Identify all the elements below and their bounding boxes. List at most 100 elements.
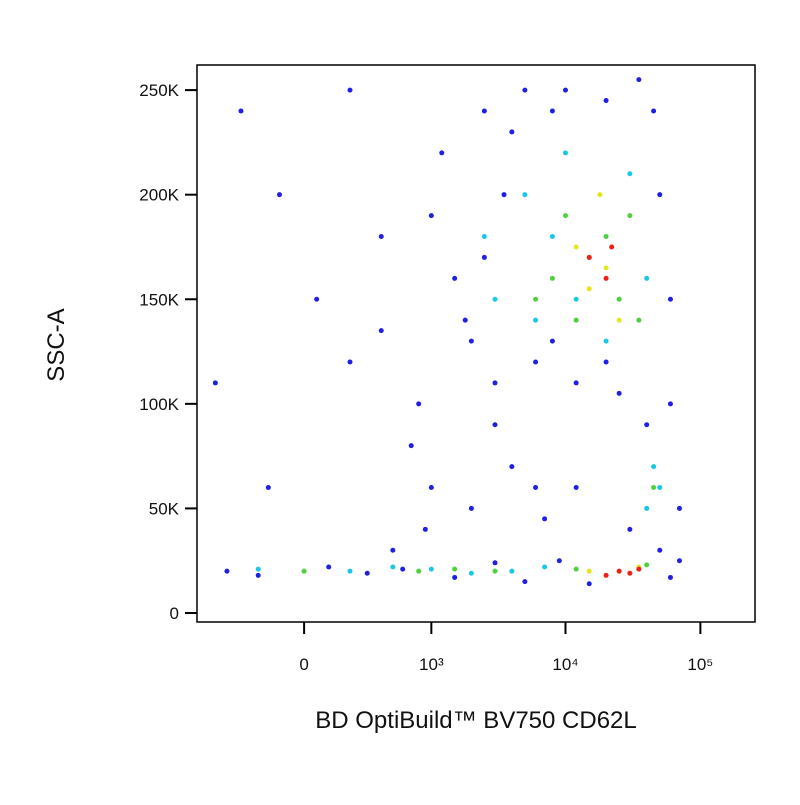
point — [481, 108, 487, 114]
point — [255, 572, 261, 578]
y-tick-label: 150K — [139, 290, 179, 309]
point — [492, 568, 498, 574]
point — [644, 275, 650, 281]
point — [651, 108, 657, 114]
point — [573, 485, 579, 491]
point — [492, 380, 498, 386]
point — [481, 234, 487, 240]
y-axis-label: SSC-A — [43, 308, 70, 381]
point — [597, 192, 603, 198]
point — [255, 566, 261, 572]
point — [542, 564, 548, 570]
point — [603, 338, 609, 344]
point — [603, 359, 609, 365]
point — [452, 574, 458, 580]
y-tick-label: 100K — [139, 395, 179, 414]
point — [644, 422, 650, 428]
point — [522, 87, 528, 93]
y-tick-label: 200K — [139, 186, 179, 205]
point — [428, 213, 434, 219]
point — [609, 244, 615, 250]
point — [667, 296, 673, 302]
point — [492, 560, 498, 566]
point — [428, 485, 434, 491]
x-axis-label: BD OptiBuild™ BV750 CD62L — [315, 707, 637, 734]
point — [616, 317, 622, 323]
point — [276, 192, 282, 198]
point — [657, 485, 663, 491]
point — [378, 234, 384, 240]
point — [562, 87, 568, 93]
point — [644, 562, 650, 568]
point — [481, 254, 487, 260]
point — [636, 566, 642, 572]
point — [603, 275, 609, 281]
point — [416, 568, 422, 574]
point — [400, 566, 406, 572]
point — [378, 328, 384, 334]
point — [509, 129, 515, 135]
point — [573, 296, 579, 302]
point — [556, 558, 562, 564]
point — [586, 286, 592, 292]
point — [408, 443, 414, 449]
point — [616, 296, 622, 302]
point — [657, 547, 663, 553]
point — [627, 570, 633, 576]
point — [416, 401, 422, 407]
point — [509, 464, 515, 470]
point — [542, 516, 548, 522]
point — [522, 192, 528, 198]
point — [657, 192, 663, 198]
point — [667, 574, 673, 580]
point — [627, 526, 633, 532]
point — [501, 192, 507, 198]
point — [562, 213, 568, 219]
point — [533, 485, 539, 491]
point — [492, 296, 498, 302]
point — [676, 558, 682, 564]
point — [492, 422, 498, 428]
point — [452, 275, 458, 281]
point — [573, 566, 579, 572]
point — [364, 570, 370, 576]
point — [390, 564, 396, 570]
x-tick-label: 10⁴ — [552, 655, 578, 674]
point — [586, 568, 592, 574]
y-tick-label: 50K — [149, 499, 180, 518]
point — [549, 108, 555, 114]
point — [439, 150, 445, 156]
point — [616, 390, 622, 396]
point — [549, 275, 555, 281]
point — [390, 547, 396, 553]
point — [224, 568, 230, 574]
point — [347, 87, 353, 93]
point — [265, 485, 271, 491]
point — [603, 234, 609, 240]
x-tick-label: 10³ — [419, 655, 444, 674]
point — [238, 108, 244, 114]
point — [562, 150, 568, 156]
point — [586, 254, 592, 260]
point — [636, 317, 642, 323]
point — [676, 505, 682, 511]
point — [422, 526, 428, 532]
point — [627, 171, 633, 177]
point — [549, 234, 555, 240]
point — [468, 338, 474, 344]
x-tick-label: 10⁵ — [687, 655, 713, 674]
plot-frame — [196, 64, 756, 623]
point — [314, 296, 320, 302]
point — [452, 566, 458, 572]
point — [549, 338, 555, 344]
point — [212, 380, 218, 386]
point — [522, 579, 528, 585]
point — [651, 485, 657, 491]
point — [533, 317, 539, 323]
point — [533, 359, 539, 365]
point — [428, 566, 434, 572]
point — [636, 77, 642, 83]
point — [603, 572, 609, 578]
point — [651, 464, 657, 470]
point — [462, 317, 468, 323]
